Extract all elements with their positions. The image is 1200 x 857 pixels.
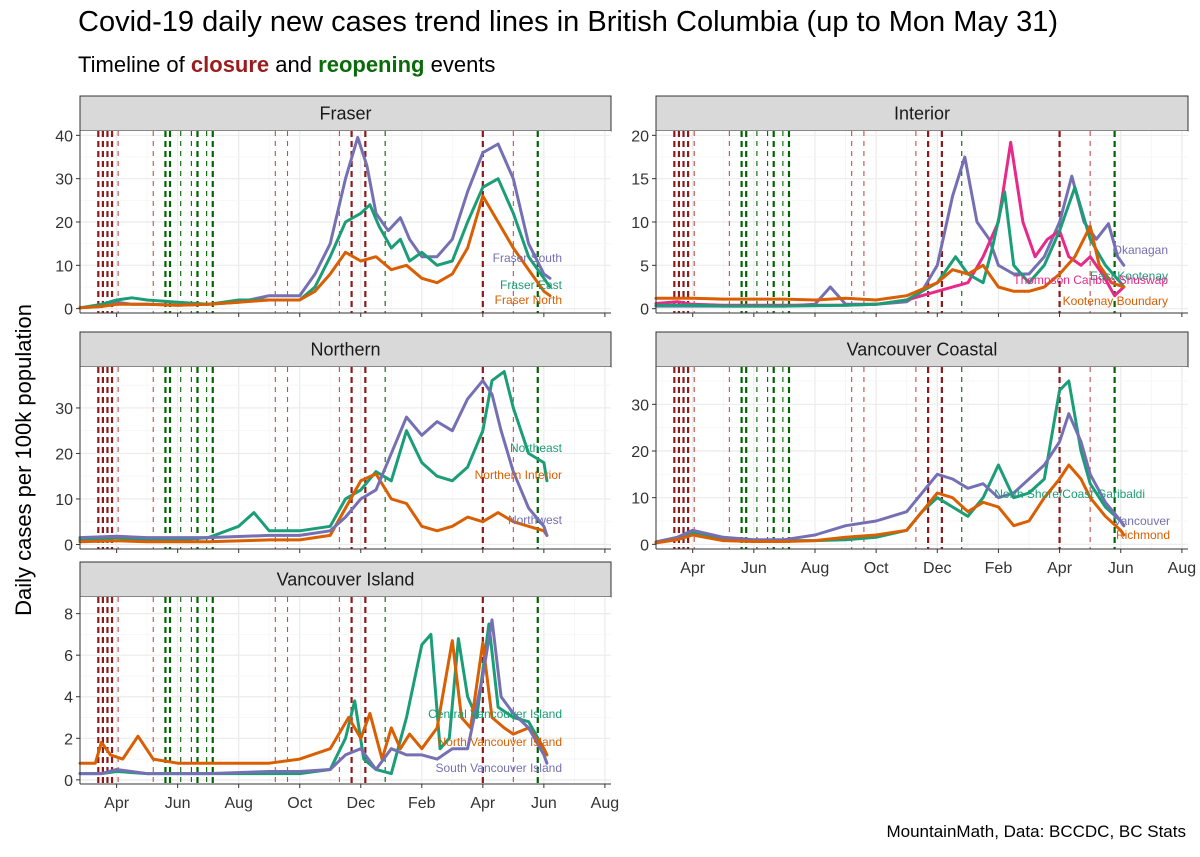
x-tick-label: Apr bbox=[104, 795, 130, 812]
panel-vancouver-coastal: Vancouver Coastal North Shore/Coast Garib… bbox=[631, 331, 1196, 577]
subtitle-middle: and bbox=[275, 52, 313, 77]
y-tick-label: 20 bbox=[55, 446, 73, 463]
series-line-northern-interior bbox=[78, 472, 549, 544]
chart-title: Covid-19 daily new cases trend lines in … bbox=[78, 6, 1058, 38]
y-tick-label: 20 bbox=[631, 128, 649, 145]
series-line-south-vancouver-island bbox=[78, 618, 549, 776]
y-tick-label: 0 bbox=[64, 302, 73, 319]
series-label-richmond: Richmond bbox=[1116, 528, 1170, 542]
y-tick-label: 30 bbox=[55, 401, 73, 418]
subtitle-reopening-word: reopening bbox=[318, 52, 425, 77]
strip-label-vancouver-island: Vancouver Island bbox=[277, 570, 415, 590]
series-label-central-vancouver-island: Central Vancouver Island bbox=[428, 707, 562, 721]
y-tick-label: 6 bbox=[64, 648, 73, 665]
panel-northern: Northern Northeast Northern Interior Northw… bbox=[55, 331, 612, 554]
y-tick-label: 5 bbox=[640, 258, 649, 275]
x-tick-label: Feb bbox=[985, 560, 1013, 577]
y-tick-label: 0 bbox=[640, 302, 649, 319]
y-tick-label: 20 bbox=[55, 215, 73, 232]
series-label-northeast: Northeast bbox=[510, 441, 563, 455]
strip-fraser bbox=[79, 95, 612, 132]
series-line-fraser-east bbox=[78, 177, 552, 310]
y-tick-label: 40 bbox=[55, 128, 73, 145]
strip-northern bbox=[79, 331, 612, 368]
series-line-kootenay-boundary bbox=[654, 224, 1126, 302]
x-tick-label: Jun bbox=[531, 795, 557, 812]
x-tick-label: Aug bbox=[591, 795, 619, 812]
y-tick-label: 15 bbox=[631, 172, 649, 189]
x-tick-label: Apr bbox=[470, 795, 496, 812]
x-tick-label: Apr bbox=[680, 560, 706, 577]
series-line-northwest bbox=[78, 379, 549, 540]
strip-vancouver-island bbox=[79, 561, 612, 598]
y-tick-label: 8 bbox=[64, 607, 73, 624]
strip-label-fraser: Fraser bbox=[319, 104, 371, 124]
x-tick-label: Feb bbox=[408, 795, 436, 812]
series-label-thompson-cariboo-shuswap: Thompson Cariboo Shuswap bbox=[1013, 273, 1168, 287]
series-label-northern-interior: Northern Interior bbox=[475, 468, 562, 482]
series-line-fraser-north bbox=[78, 194, 552, 310]
series-label-south-vancouver-island: South Vancouver Island bbox=[435, 761, 562, 775]
series-label-fraser-east: Fraser East bbox=[500, 278, 563, 292]
y-tick-label: 4 bbox=[64, 690, 73, 707]
source-caption: MountainMath, Data: BCCDC, BC Stats bbox=[886, 822, 1186, 841]
panel-vancouver-island: Vancouver Island Central Vancouver Island… bbox=[64, 561, 619, 812]
series-label-okanagan: Okanagan bbox=[1113, 243, 1168, 257]
x-tick-label: Oct bbox=[287, 795, 312, 812]
x-tick-label: Aug bbox=[1168, 560, 1196, 577]
y-tick-label: 10 bbox=[55, 492, 73, 509]
strip-label-vancouver-coastal: Vancouver Coastal bbox=[847, 340, 998, 360]
y-tick-label: 10 bbox=[55, 258, 73, 275]
chart-subtitle: Timeline of closure and reopening events bbox=[78, 52, 495, 78]
x-tick-label: Aug bbox=[801, 560, 829, 577]
x-tick-label: Dec bbox=[923, 560, 951, 577]
y-tick-label: 20 bbox=[631, 444, 649, 461]
subtitle-suffix: events bbox=[430, 52, 496, 77]
x-tick-label: Jun bbox=[741, 560, 767, 577]
series-label-kootenay-boundary: Kootenay Boundary bbox=[1063, 294, 1168, 308]
series-line-east-kootenay bbox=[654, 185, 1126, 308]
y-tick-label: 2 bbox=[64, 731, 73, 748]
series-label-fraser-north: Fraser North bbox=[495, 293, 562, 307]
y-tick-label: 0 bbox=[64, 537, 73, 554]
subtitle-closure-word: closure bbox=[190, 52, 270, 77]
x-tick-label: Jun bbox=[165, 795, 191, 812]
plot-area-vancouver-coastal bbox=[656, 367, 1188, 549]
y-tick-label: 0 bbox=[64, 773, 73, 790]
series-label-vancouver: Vancouver bbox=[1114, 514, 1170, 528]
series-line-richmond bbox=[654, 463, 1126, 545]
series-line-vancouver bbox=[654, 412, 1126, 544]
x-tick-label: Dec bbox=[347, 795, 375, 812]
series-line-northeast bbox=[78, 370, 549, 542]
subtitle-prefix: Timeline of bbox=[78, 52, 185, 77]
series-label-north-shore-coast-garibaldi: North Shore/Coast Garibaldi bbox=[994, 487, 1145, 501]
y-tick-label: 10 bbox=[631, 491, 649, 508]
series-label-fraser-south: Fraser South bbox=[493, 251, 562, 265]
strip-label-northern: Northern bbox=[310, 340, 380, 360]
y-tick-label: 0 bbox=[640, 537, 649, 554]
y-tick-label: 30 bbox=[631, 397, 649, 414]
strip-label-interior: Interior bbox=[894, 104, 950, 124]
x-tick-label: Oct bbox=[864, 560, 889, 577]
strip-interior bbox=[655, 95, 1189, 132]
x-tick-label: Apr bbox=[1047, 560, 1073, 577]
series-label-north-vancouver-island: North Vancouver Island bbox=[437, 735, 562, 749]
series-label-northwest: Northwest bbox=[508, 513, 563, 527]
y-tick-label: 30 bbox=[55, 172, 73, 189]
series-label-east-kootenay: East Kootenay bbox=[1090, 269, 1168, 283]
strip-vancouver-coastal bbox=[655, 331, 1189, 368]
plot-area-vancouver-island bbox=[80, 597, 611, 784]
x-tick-label: Aug bbox=[224, 795, 252, 812]
x-tick-label: Jun bbox=[1108, 560, 1134, 577]
y-tick-label: 10 bbox=[631, 215, 649, 232]
